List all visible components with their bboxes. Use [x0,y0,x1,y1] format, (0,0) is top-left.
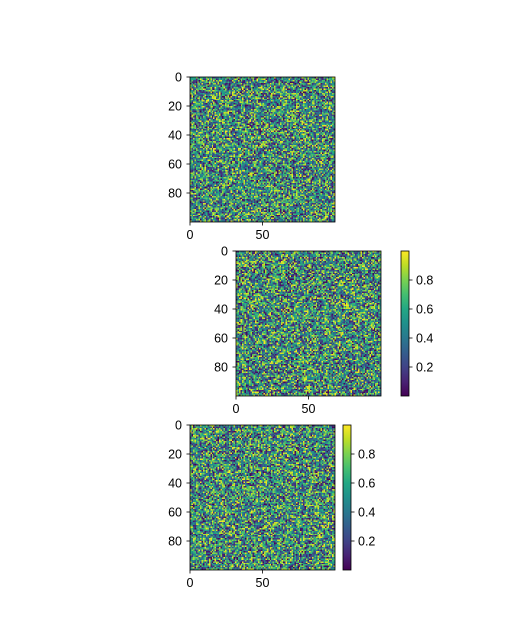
colorbar-gradient [401,251,409,396]
y-tick-label: 80 [168,535,182,549]
y-tick-label: 0 [175,71,182,85]
colorbar: 0.2 0.4 0.6 0.8 [342,424,375,571]
x-tick-label: 0 [187,576,194,590]
x-tick-label: 0 [233,402,240,416]
y-tick-label: 0 [175,419,182,433]
heatmap-image [236,251,381,396]
heatmap-panel-1: 0 50 0 20 40 60 80 [168,71,336,242]
y-tick-label: 40 [168,129,182,143]
colorbar-tick-label: 0.4 [416,332,433,346]
colorbar-frame [400,250,410,397]
x-tick-label: 0 [187,228,194,242]
colorbar-tick-label: 0.4 [358,506,375,520]
colorbar: 0.2 0.4 0.6 0.8 [400,250,433,397]
colorbar-tick-label: 0.2 [416,361,433,375]
colorbar-tick-label: 0.6 [416,303,433,317]
y-tick-label: 40 [214,303,228,317]
heatmap-panel-3: 0 50 0 20 40 60 80 0.2 0.4 0.6 0.8 [168,419,375,591]
y-tick-label: 20 [214,274,228,288]
colorbar-tick-label: 0.8 [416,274,433,288]
y-tick-label: 0 [221,245,228,259]
heatmap-image [190,77,335,222]
y-tick-label: 60 [168,506,182,520]
y-tick-label: 20 [168,448,182,462]
x-tick-label: 50 [256,228,270,242]
colorbar-gradient [343,425,351,570]
y-tick-label: 80 [214,361,228,375]
heatmap-panel-2: 0 50 0 20 40 60 80 0.2 0.4 0.6 0.8 [214,245,433,417]
colorbar-tick-label: 0.2 [358,535,375,549]
y-tick-label: 60 [214,332,228,346]
y-tick-label: 80 [168,187,182,201]
y-tick-label: 40 [168,477,182,491]
x-tick-label: 50 [256,576,270,590]
colorbar-frame [342,424,352,571]
colorbar-tick-label: 0.8 [358,448,375,462]
y-tick-label: 20 [168,100,182,114]
heatmap-image [190,425,335,570]
y-tick-label: 60 [168,158,182,172]
colorbar-tick-label: 0.6 [358,477,375,491]
x-tick-label: 50 [302,402,316,416]
